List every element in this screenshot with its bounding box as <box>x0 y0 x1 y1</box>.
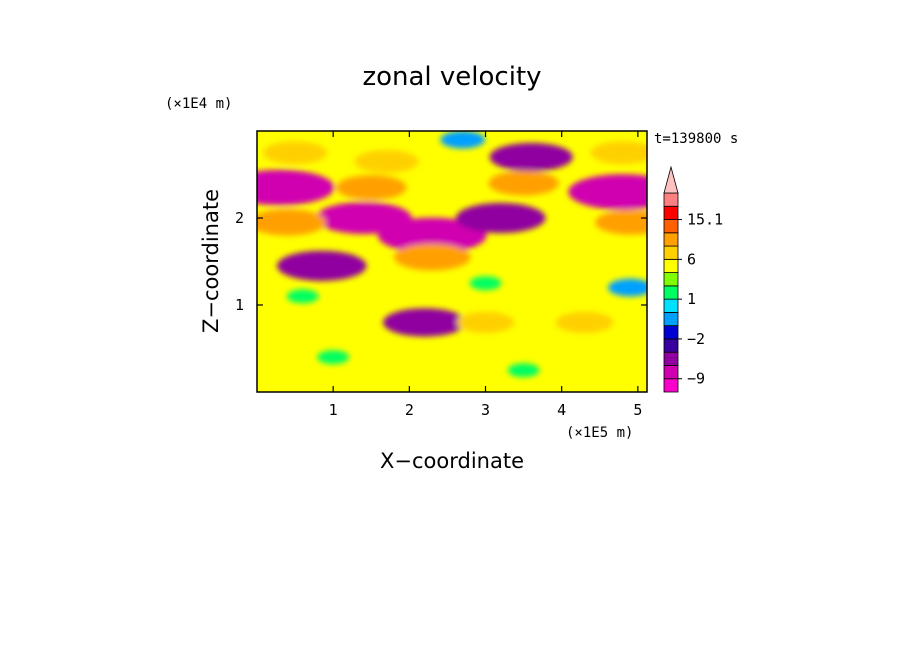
field-feature-1 <box>568 174 647 210</box>
x-axis-label: X−coordinate <box>380 449 524 473</box>
chart-title: zonal velocity <box>362 62 541 92</box>
colorbar-box-0 <box>663 378 679 393</box>
time-label: t=139800 s <box>654 131 738 147</box>
colorbar-box-14 <box>663 192 679 207</box>
x-tick-label-3: 4 <box>557 401 566 419</box>
field-feature-20 <box>440 131 486 149</box>
colorbar-label-1: 6 <box>687 250 696 268</box>
field-feature-3 <box>315 202 412 234</box>
field-feature-0 <box>257 169 335 206</box>
colorbar-box-6 <box>663 298 679 313</box>
colorbar-box-11 <box>663 232 679 247</box>
colorbar-box-13 <box>663 205 679 220</box>
colorbar-box-9 <box>663 258 679 274</box>
field-feature-15 <box>354 149 419 173</box>
contour-field <box>257 131 647 392</box>
colorbar: 15.1 6 1 −2 −9 <box>663 165 723 393</box>
y-axis-ticks: 12 <box>235 209 647 314</box>
field-feature-10 <box>488 170 559 196</box>
x-tick-label-0: 1 <box>329 401 338 419</box>
colorbar-box-5 <box>663 311 679 327</box>
x-tick-label-4: 5 <box>633 401 642 419</box>
field-feature-14 <box>590 141 647 165</box>
x-axis-ticks: 1 2 3 4 5 <box>329 131 642 419</box>
colorbar-box-7 <box>663 285 679 300</box>
field-feature-23 <box>507 363 540 378</box>
field-feature-7 <box>382 308 467 337</box>
field-feature-16 <box>456 311 515 333</box>
colorbar-top-arrow <box>663 165 679 194</box>
field-feature-17 <box>555 311 614 333</box>
x-tick-label-1: 2 <box>405 401 414 419</box>
colorbar-box-4 <box>663 325 679 340</box>
colorbar-box-8 <box>663 272 679 287</box>
field-feature-19 <box>607 278 647 297</box>
colorbar-box-3 <box>663 338 679 353</box>
field-feature-8 <box>257 209 326 236</box>
y-axis-label: Z−coordinate <box>199 189 223 333</box>
y-tick-label-1: 2 <box>235 209 244 227</box>
field-feature-22 <box>286 289 319 304</box>
x-tick-label-2: 3 <box>481 401 490 419</box>
field-feature-13 <box>263 141 328 165</box>
y-tick-label-0: 1 <box>235 296 244 314</box>
field-feature-12 <box>393 243 471 271</box>
field-feature-11 <box>595 209 647 235</box>
colorbar-box-2 <box>663 351 679 366</box>
x-scale-label: (×1E5 m) <box>566 425 633 441</box>
y-scale-label: (×1E4 m) <box>165 96 232 112</box>
colorbar-label-0: 15.1 <box>687 211 723 229</box>
colorbar-label-4: −9 <box>687 370 705 388</box>
field-feature-6 <box>489 142 573 172</box>
field-feature-5 <box>276 250 367 281</box>
colorbar-box-1 <box>663 365 679 380</box>
field-feature-4 <box>455 202 546 234</box>
field-feature-18 <box>317 350 350 365</box>
field-feature-9 <box>336 175 407 200</box>
field-feature-21 <box>469 276 502 291</box>
colorbar-box-12 <box>663 219 679 234</box>
plot-frame <box>256 130 648 393</box>
colorbar-box-10 <box>663 245 679 260</box>
colorbar-label-2: 1 <box>687 290 696 308</box>
field-feature-2 <box>377 217 487 254</box>
colorbar-label-3: −2 <box>687 330 705 348</box>
